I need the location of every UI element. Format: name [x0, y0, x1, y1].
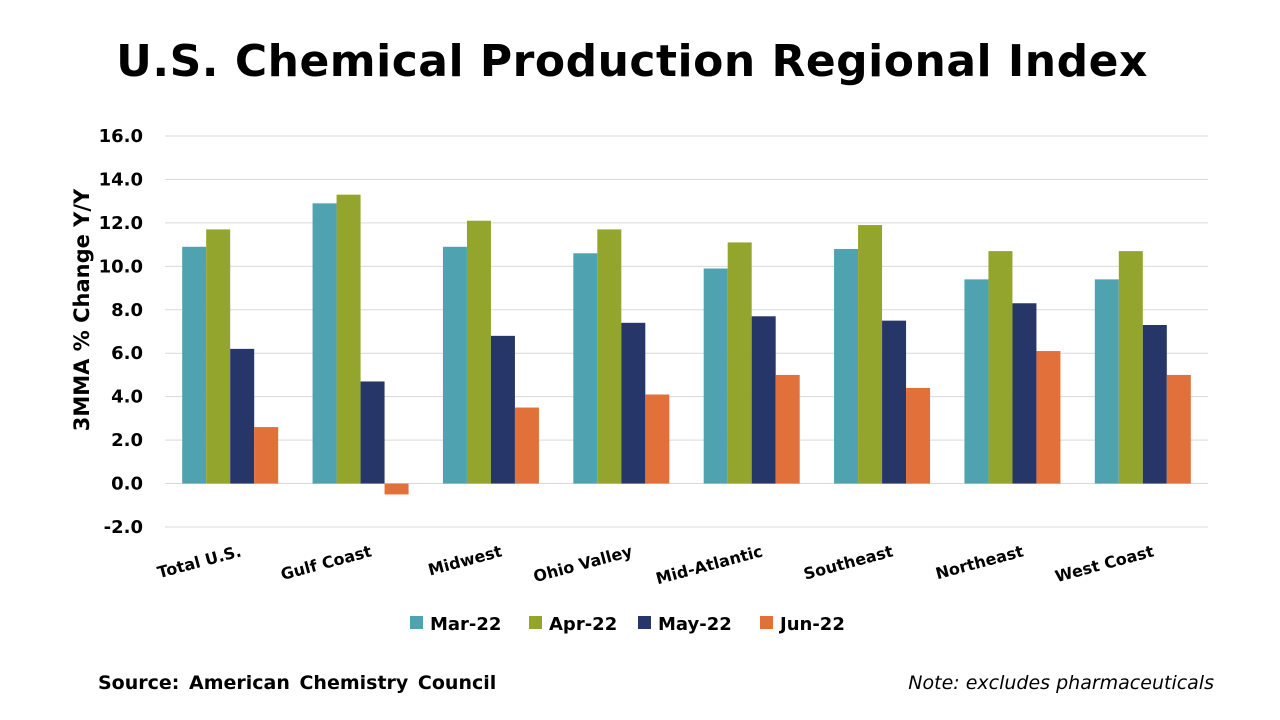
y-tick-label: 10.0	[99, 256, 143, 277]
y-axis-label: 3MMA % Change Y/Y	[70, 188, 94, 431]
y-tick-label: 16.0	[99, 126, 143, 147]
bar-mar-22-northeast	[964, 279, 989, 484]
category-label: Northeast	[933, 541, 1025, 583]
legend-label: Mar-22	[430, 614, 501, 635]
bar-apr-22-mid-atlantic	[727, 242, 752, 484]
bar-mar-22-midwest	[442, 246, 467, 484]
bar-may-22-northeast	[1012, 303, 1037, 484]
bar-mar-22-total-u-s-	[182, 246, 207, 484]
bar-jun-22-gulf-coast	[384, 483, 409, 495]
y-tick-label: 8.0	[111, 300, 143, 321]
bar-jun-22-southeast	[906, 387, 931, 484]
bar-may-22-gulf-coast	[360, 381, 385, 484]
page-title: U.S. Chemical Production Regional Index	[116, 36, 1148, 87]
legend-swatch	[760, 616, 773, 629]
category-label: Southeast	[802, 541, 896, 583]
category-label: Ohio Valley	[531, 541, 635, 586]
bar-apr-22-midwest	[466, 220, 491, 484]
y-tick-label: 12.0	[99, 213, 143, 234]
bar-mar-22-ohio-valley	[573, 253, 598, 484]
y-tick-label: 6.0	[111, 343, 143, 364]
legend-swatch	[410, 616, 423, 629]
bar-may-22-mid-atlantic	[751, 316, 776, 484]
bar-apr-22-west-coast	[1118, 251, 1143, 484]
y-axis-ticks: -2.0 0.0 2.0 4.0 6.0 8.0 10.0 12.0 14.0 16.0	[99, 126, 143, 538]
bar-mar-22-southeast	[834, 248, 859, 484]
bar-may-22-midwest	[490, 335, 515, 484]
bar-may-22-total-u-s-	[230, 348, 255, 484]
legend-label: May-22	[658, 614, 732, 635]
bar-apr-22-northeast	[988, 251, 1013, 484]
bar-mar-22-west-coast	[1094, 279, 1119, 484]
bar-may-22-ohio-valley	[621, 322, 646, 484]
category-label: Midwest	[426, 541, 504, 579]
x-axis-categories: Total U.S. Gulf Coast Midwest Ohio Valley Mi…	[155, 541, 1156, 588]
y-tick-label: 14.0	[99, 169, 143, 190]
bar-mar-22-gulf-coast	[312, 203, 337, 484]
category-label: Gulf Coast	[279, 541, 374, 584]
bar-jun-22-mid-atlantic	[775, 374, 800, 484]
note-text: Note: excludes pharmaceuticals	[908, 672, 1214, 694]
y-tick-label: 4.0	[111, 387, 143, 408]
legend-label: Jun-22	[778, 614, 845, 635]
bar-apr-22-ohio-valley	[597, 229, 622, 484]
bar-jun-22-total-u-s-	[254, 427, 279, 484]
legend: Mar-22 Apr-22 May-22 Jun-22	[410, 614, 845, 635]
category-label: West Coast	[1053, 541, 1156, 586]
bar-jun-22-northeast	[1036, 351, 1061, 484]
bar-may-22-southeast	[882, 320, 907, 484]
bar-apr-22-gulf-coast	[336, 194, 361, 484]
category-label: Mid-Atlantic	[654, 542, 765, 589]
source-text: Source: American Chemistry Council	[98, 672, 497, 694]
category-label: Total U.S.	[155, 542, 243, 583]
bar-jun-22-west-coast	[1166, 374, 1191, 484]
bar-jun-22-midwest	[514, 407, 539, 484]
bars	[182, 194, 1191, 495]
legend-swatch	[638, 616, 651, 629]
bar-mar-22-mid-atlantic	[703, 268, 728, 484]
y-tick-label: -2.0	[104, 517, 143, 538]
y-tick-label: 2.0	[111, 430, 143, 451]
bar-chart: -2.0 0.0 2.0 4.0 6.0 8.0 10.0 12.0 14.0 16.0 Tota…	[70, 126, 1208, 635]
bar-jun-22-ohio-valley	[645, 394, 670, 484]
legend-label: Apr-22	[549, 614, 617, 635]
bar-may-22-west-coast	[1142, 324, 1167, 484]
bar-apr-22-southeast	[858, 225, 883, 484]
bar-apr-22-total-u-s-	[206, 229, 231, 484]
legend-swatch	[529, 616, 542, 629]
y-tick-label: 0.0	[111, 474, 143, 495]
